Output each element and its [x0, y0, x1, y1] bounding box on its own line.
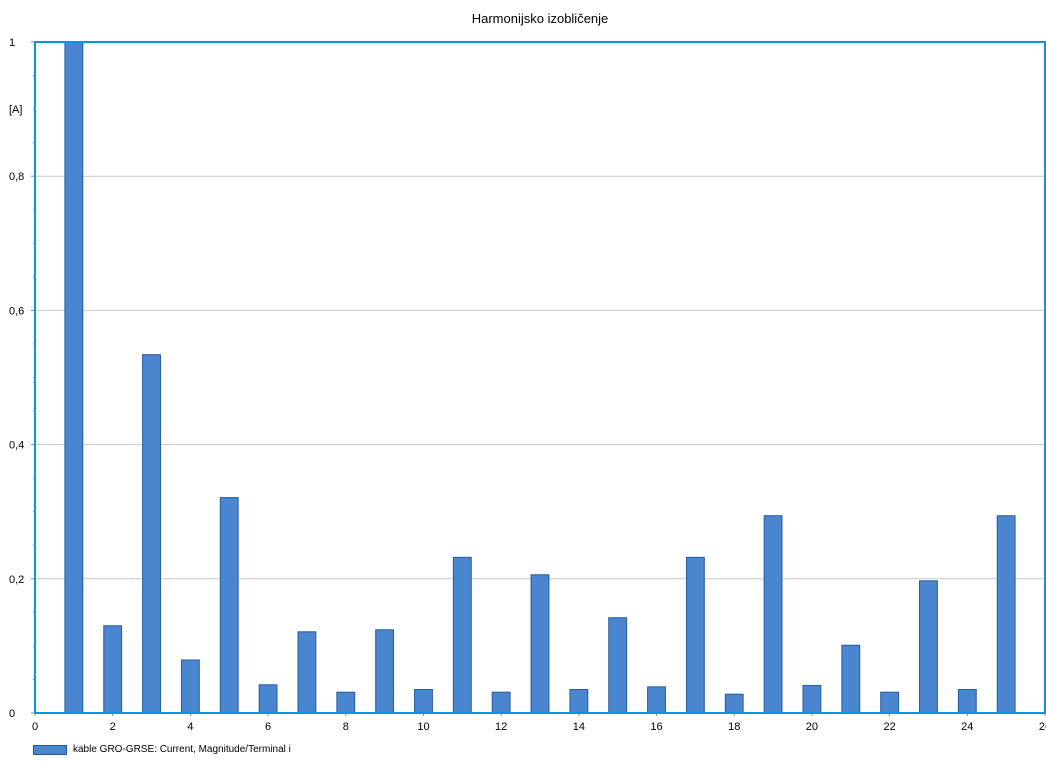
x-tick-label: 0 — [32, 721, 38, 733]
x-tick-label: 24 — [961, 721, 973, 733]
bar-harmonic-17 — [685, 556, 705, 714]
x-tick-label: 20 — [806, 721, 818, 733]
bar-harmonic-18 — [724, 693, 744, 714]
x-tick-label: 22 — [883, 721, 895, 733]
bar-harmonic-15 — [608, 617, 628, 714]
bar-harmonic-19 — [763, 515, 783, 714]
bar-harmonic-12 — [491, 691, 511, 714]
plot-frame — [34, 41, 1046, 714]
bar-harmonic-25 — [996, 515, 1016, 714]
bars — [64, 41, 1016, 714]
chart-title: Harmonijsko izobličenje — [472, 11, 609, 26]
bar-harmonic-10 — [414, 689, 433, 714]
bar-harmonic-20 — [802, 684, 822, 714]
bar-harmonic-3 — [142, 354, 161, 714]
x-tick-label: 16 — [650, 721, 662, 733]
x-tick-label: 8 — [343, 721, 349, 733]
y-tick-label: 0,8 — [9, 171, 24, 183]
plot-border — [34, 41, 1046, 714]
bar-harmonic-24 — [957, 689, 977, 714]
bar-harmonic-9 — [375, 629, 395, 714]
legend: kable GRO-GRSE: Current, Magnitude/Termi… — [33, 744, 291, 755]
x-tick-label: 4 — [187, 721, 193, 733]
x-tick-label: 2 — [110, 721, 116, 733]
x-tick-label: 10 — [417, 721, 429, 733]
grid-lines — [35, 175, 1045, 580]
bar-harmonic-8 — [336, 691, 356, 714]
legend-swatch — [33, 744, 67, 755]
x-tick-label: 12 — [495, 721, 507, 733]
x-tick-label: 18 — [728, 721, 740, 733]
x-tick-label: 14 — [573, 721, 585, 733]
y-tick-label: 0,4 — [9, 440, 24, 452]
bar-harmonic-7 — [297, 631, 317, 714]
y-tick-label: 1 — [9, 37, 15, 49]
y-tick-label: 0,2 — [9, 574, 24, 586]
y-tick-labels: 0 0,2 0,4 0,6 0,8 1 — [9, 37, 24, 720]
bar-harmonic-2 — [103, 625, 123, 714]
bar-harmonic-13 — [530, 574, 550, 714]
bar-harmonic-6 — [258, 684, 278, 714]
bar-harmonic-16 — [647, 686, 666, 714]
y-tick-label: 0 — [9, 708, 15, 720]
bar-harmonic-23 — [919, 580, 938, 714]
bar-harmonic-21 — [841, 644, 861, 714]
bar-harmonic-14 — [569, 689, 589, 714]
bar-harmonic-22 — [880, 691, 900, 714]
x-tick-labels: 02468101214161820222426 — [32, 721, 1046, 733]
y-tick-label: 0,6 — [9, 305, 24, 317]
bar-harmonic-5 — [219, 497, 239, 714]
bar-harmonic-4 — [180, 659, 200, 714]
bar-harmonic-1 — [64, 41, 84, 714]
x-tick-label: 26 — [1039, 721, 1046, 733]
y-axis-unit-label: [A] — [9, 104, 22, 116]
x-tick-label: 6 — [265, 721, 271, 733]
bar-harmonic-11 — [452, 556, 472, 714]
legend-label: kable GRO-GRSE: Current, Magnitude/Termi… — [73, 744, 291, 755]
